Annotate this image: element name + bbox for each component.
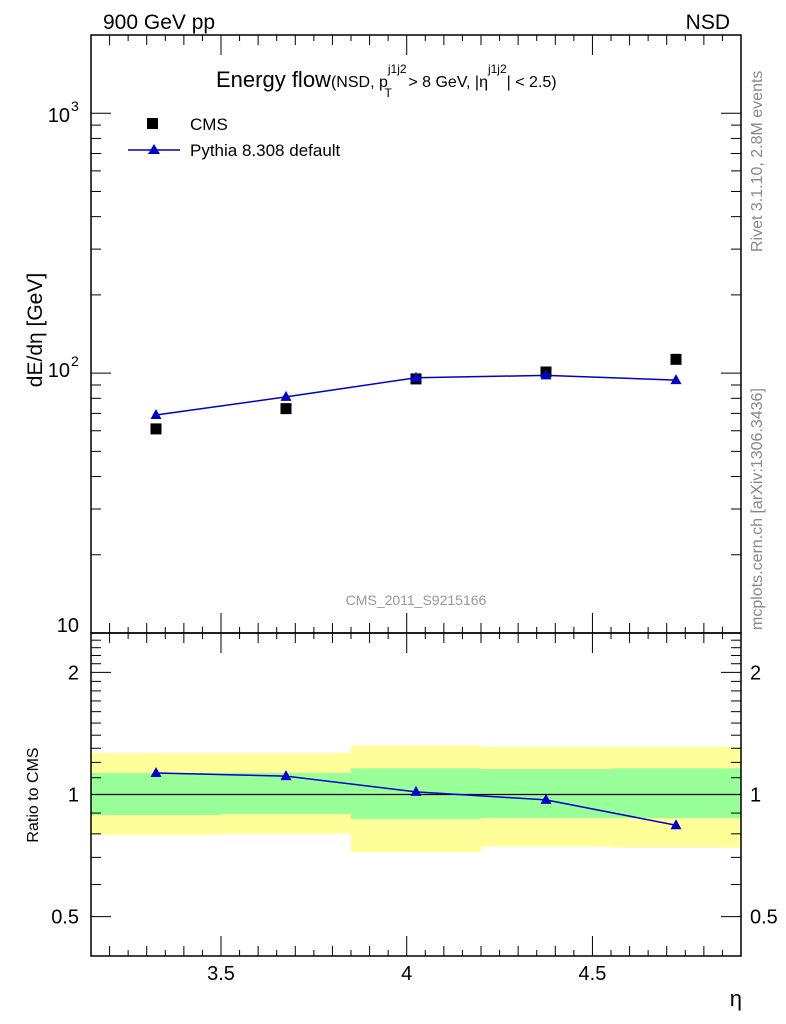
xtick-label: 3.5 — [207, 963, 235, 985]
ratio-ytick-label-right: 2 — [750, 662, 761, 684]
mc-point — [540, 369, 552, 380]
ytick-label-10: 10 — [57, 615, 79, 637]
ratio-ytick-label-right: 0.5 — [750, 907, 778, 929]
ratio-ylabel: Ratio to CMS — [25, 747, 42, 842]
mc-point — [410, 371, 422, 382]
ratio-ytick-label-left: 1 — [68, 785, 79, 807]
ratio-ytick-label-left: 0.5 — [51, 907, 79, 929]
band-inner-4 — [611, 768, 741, 819]
mc-point — [280, 390, 292, 401]
header-right: NSD — [686, 11, 730, 34]
title-close: | < 2.5) — [507, 74, 557, 91]
ytick-label-1000-exp: 3 — [71, 98, 79, 114]
band-inner-3 — [481, 769, 611, 819]
ratio-frame — [90, 632, 742, 957]
ratio-mc-point — [280, 770, 292, 781]
title-pt-sup: j1j2 — [387, 62, 407, 76]
title-eta-sup: j1j2 — [487, 62, 507, 76]
ratio-mc-point — [540, 793, 552, 804]
cms-point — [670, 353, 682, 365]
title-mid: > 8 GeV, |η — [404, 74, 488, 91]
ytick-label-1000-base: 10 — [48, 105, 70, 127]
rivet-label: Rivet 3.1.10, 2.8M events — [749, 71, 766, 252]
ytick-label-100-exp: 2 — [71, 353, 79, 369]
ratio-mc-point — [410, 785, 422, 796]
ytick-label-100-base: 10 — [48, 360, 70, 382]
mc-point — [150, 408, 162, 419]
ratio-mc-point — [670, 819, 682, 830]
x-axis-label: η — [730, 986, 742, 1011]
main-frame — [90, 34, 742, 634]
legend: CMS Pythia 8.308 default — [128, 115, 341, 160]
title-main: Energy flow — [216, 67, 331, 92]
mcplots-label: mcplots.cern.ch [arXiv:1306.3436] — [749, 388, 766, 630]
cms-point — [150, 423, 162, 435]
legend-mc-marker — [148, 144, 160, 154]
header-left: 900 GeV pp — [103, 11, 215, 34]
ratio-ytick-label-left: 2 — [68, 662, 79, 684]
mc-point — [670, 374, 682, 385]
title-sub-open: (NSD, p — [331, 74, 388, 91]
legend-mc-label: Pythia 8.308 default — [190, 141, 341, 160]
legend-cms-marker — [147, 118, 158, 129]
xtick-label: 4 — [401, 963, 412, 985]
series-layer — [150, 353, 682, 830]
analysis-watermark: CMS_2011_S9215166 — [346, 592, 487, 608]
plot-title: Energy flow(NSD, pj1j2 T > 8 GeV, |ηj1j2|… — [216, 62, 557, 100]
cms-point — [280, 403, 292, 415]
ratio-bands — [91, 745, 741, 853]
ratio-ytick-label-right: 1 — [750, 785, 761, 807]
main-ytick-labels: 10 10 2 10 3 — [48, 98, 79, 637]
xtick-label: 4.5 — [579, 963, 607, 985]
main-ylabel: dE/dη [GeV] — [24, 273, 47, 387]
title-pt-sub: T — [385, 86, 393, 100]
ratio-mc-point — [150, 766, 162, 777]
legend-cms-label: CMS — [190, 115, 228, 134]
axes-ticks: 3.5 4 4.5 0.5 0.5 1 1 2 2 — [51, 34, 778, 985]
